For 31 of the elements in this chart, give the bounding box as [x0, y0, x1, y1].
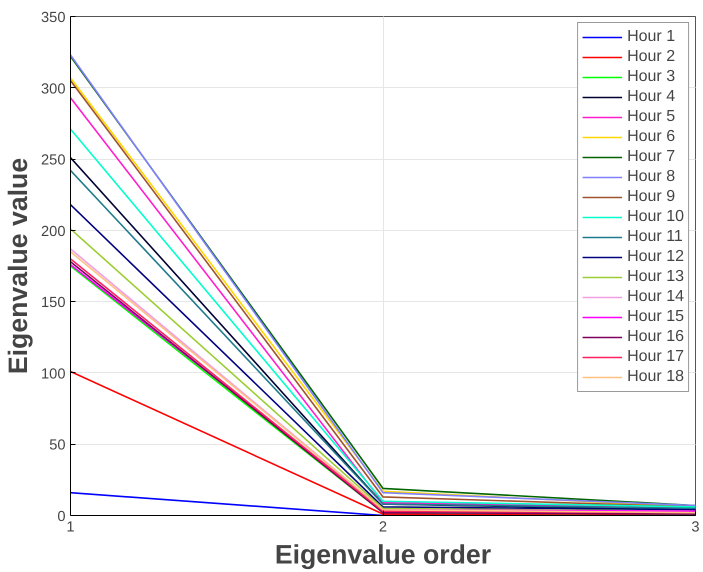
legend-label: Hour 8 — [627, 168, 676, 186]
legend-label: Hour 12 — [627, 248, 684, 266]
legend-label: Hour 18 — [627, 368, 684, 386]
x-tick-label: 3 — [691, 520, 700, 536]
y-tick-label: 250 — [41, 152, 66, 169]
legend-label: Hour 7 — [627, 148, 676, 166]
y-tick-label: 300 — [41, 81, 66, 98]
y-tick-label: 50 — [49, 438, 66, 454]
y-tick-label: 150 — [41, 295, 66, 312]
y-tick-label: 0 — [57, 509, 66, 525]
legend-label: Hour 13 — [627, 268, 684, 286]
legend-label: Hour 15 — [627, 308, 684, 326]
legend-label: Hour 9 — [627, 188, 676, 206]
y-tick-label: 100 — [41, 366, 66, 382]
legend-label: Hour 4 — [627, 88, 676, 106]
x-axis-title: Eigenvalue order — [274, 540, 492, 570]
legend-label: Hour 16 — [627, 328, 684, 346]
legend-label: Hour 1 — [627, 28, 676, 46]
legend-label: Hour 17 — [627, 348, 684, 366]
x-tick-label: 2 — [378, 520, 388, 536]
y-axis-title: Eigenvalue value — [3, 158, 34, 374]
y-tick-label: 350 — [41, 10, 66, 26]
legend-label: Hour 3 — [627, 68, 676, 86]
legend-label: Hour 2 — [627, 48, 676, 66]
legend-label: Hour 14 — [627, 288, 684, 306]
legend-label: Hour 10 — [627, 208, 684, 226]
y-tick-label: 200 — [41, 224, 66, 240]
legend-label: Hour 5 — [627, 108, 676, 126]
x-tick-label: 1 — [66, 520, 75, 536]
legend-label: Hour 6 — [627, 128, 676, 146]
legend-label: Hour 11 — [627, 228, 683, 246]
